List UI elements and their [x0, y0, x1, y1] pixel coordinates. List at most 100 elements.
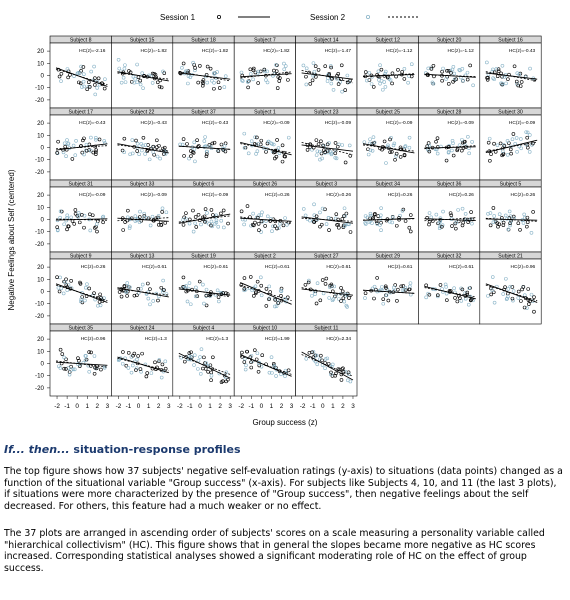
- data-point-session2: [76, 215, 81, 219]
- data-point-session1: [449, 71, 453, 75]
- data-point-session2: [470, 140, 474, 144]
- data-point-session1: [254, 291, 258, 296]
- data-point-session1: [373, 212, 377, 216]
- data-point-session2: [187, 156, 191, 161]
- panel-subject-label: Subject 6: [193, 182, 215, 188]
- data-point-session1: [340, 289, 345, 294]
- data-point-session2: [490, 69, 495, 74]
- data-point-session1: [62, 366, 66, 371]
- data-point-session1: [526, 287, 531, 291]
- data-point-session1: [330, 76, 334, 81]
- data-point-session2: [272, 364, 277, 368]
- data-point-session1: [144, 374, 149, 379]
- data-point-session1: [339, 286, 343, 290]
- data-point-session2: [363, 296, 367, 300]
- data-point-session1: [97, 137, 102, 142]
- data-point-session2: [491, 76, 495, 81]
- data-point-session1: [81, 138, 85, 143]
- data-point-session1: [77, 364, 82, 368]
- panel-hc-label: HC(z)=-0.09: [263, 120, 290, 126]
- data-point-session2: [515, 71, 520, 76]
- data-point-session2: [372, 140, 377, 145]
- y-tick-label: 20: [37, 336, 44, 343]
- data-point-session1: [64, 283, 69, 287]
- data-point-session2: [514, 136, 519, 140]
- data-point-session2: [471, 83, 475, 88]
- data-point-session2: [191, 60, 195, 65]
- data-point-session2: [283, 297, 287, 301]
- data-point-session2: [203, 135, 207, 139]
- data-point-session1: [326, 361, 331, 366]
- data-point-session1: [460, 287, 465, 292]
- data-point-session2: [147, 157, 152, 162]
- data-point-session2: [463, 212, 468, 216]
- x-tick-label: 2: [96, 403, 100, 410]
- data-point-session2: [140, 148, 144, 153]
- data-point-session1: [138, 367, 143, 371]
- data-point-session1: [379, 67, 384, 72]
- data-point-session1: [189, 149, 193, 153]
- data-point-session2: [78, 362, 83, 367]
- regression-line-session2: [55, 360, 108, 368]
- data-point-session2: [317, 149, 322, 154]
- panel-subject-label: Subject 37: [191, 110, 216, 116]
- regression-line-session2: [363, 73, 415, 78]
- data-point-session1: [135, 293, 139, 298]
- x-tick-label: -1: [64, 403, 70, 410]
- data-point-session2: [529, 231, 534, 235]
- data-point-session1: [248, 275, 253, 279]
- data-point-session1: [485, 76, 489, 80]
- data-point-session2: [255, 71, 260, 76]
- data-point-session1: [196, 80, 201, 85]
- caption-paragraph-1: The top figure shows how 37 subjects' ne…: [4, 466, 563, 512]
- data-point-session1: [319, 353, 323, 358]
- data-point-session1: [126, 351, 131, 355]
- data-point-session2: [314, 353, 319, 358]
- data-point-session1: [508, 147, 513, 152]
- data-point-session1: [156, 298, 160, 303]
- regression-line-session1: [117, 217, 169, 222]
- data-point-session1: [69, 279, 73, 283]
- regression-line-session2: [178, 215, 231, 223]
- data-point-session1: [276, 301, 280, 305]
- panel-subject-label: Subject 33: [130, 182, 155, 188]
- data-point-session1: [284, 71, 289, 76]
- data-point-session2: [330, 298, 335, 303]
- data-point-session1: [185, 142, 189, 146]
- panel-hc-label: HC(z)=-0.09: [79, 192, 106, 198]
- x-tick-label: -1: [310, 403, 316, 410]
- data-point-session2: [135, 62, 139, 67]
- data-point-session2: [444, 285, 448, 289]
- legend-session1-label: Session 1: [160, 13, 196, 22]
- data-point-session2: [452, 286, 456, 290]
- data-point-session1: [82, 136, 86, 141]
- data-point-session1: [314, 138, 319, 142]
- data-point-session1: [253, 348, 257, 352]
- data-point-session2: [222, 225, 226, 230]
- panel-hc-label: HC(z)=0.61: [388, 264, 413, 270]
- data-point-session1: [263, 224, 267, 228]
- data-point-session1: [336, 222, 341, 227]
- data-point-session1: [219, 142, 224, 147]
- data-point-session1: [402, 77, 407, 81]
- data-point-session2: [259, 293, 264, 298]
- data-point-session2: [506, 294, 510, 299]
- data-point-session1: [470, 297, 474, 301]
- data-point-session2: [130, 363, 135, 368]
- data-point-session1: [135, 149, 139, 153]
- data-point-session1: [453, 296, 457, 300]
- panel-hc-label: HC(z)=-0.09: [448, 120, 475, 126]
- data-point-session2: [259, 230, 263, 234]
- data-point-session2: [205, 80, 209, 85]
- data-point-session1: [159, 285, 164, 290]
- data-point-session1: [516, 289, 521, 294]
- data-point-session2: [368, 211, 373, 216]
- panel-subject-label: Subject 27: [314, 254, 339, 260]
- y-tick-label: 0: [41, 361, 45, 368]
- data-point-session1: [245, 204, 250, 208]
- data-point-session1: [431, 63, 436, 68]
- y-tick-label: -20: [35, 241, 45, 248]
- data-point-session2: [382, 80, 387, 84]
- data-point-session2: [263, 69, 267, 74]
- y-tick-label: 20: [37, 192, 44, 199]
